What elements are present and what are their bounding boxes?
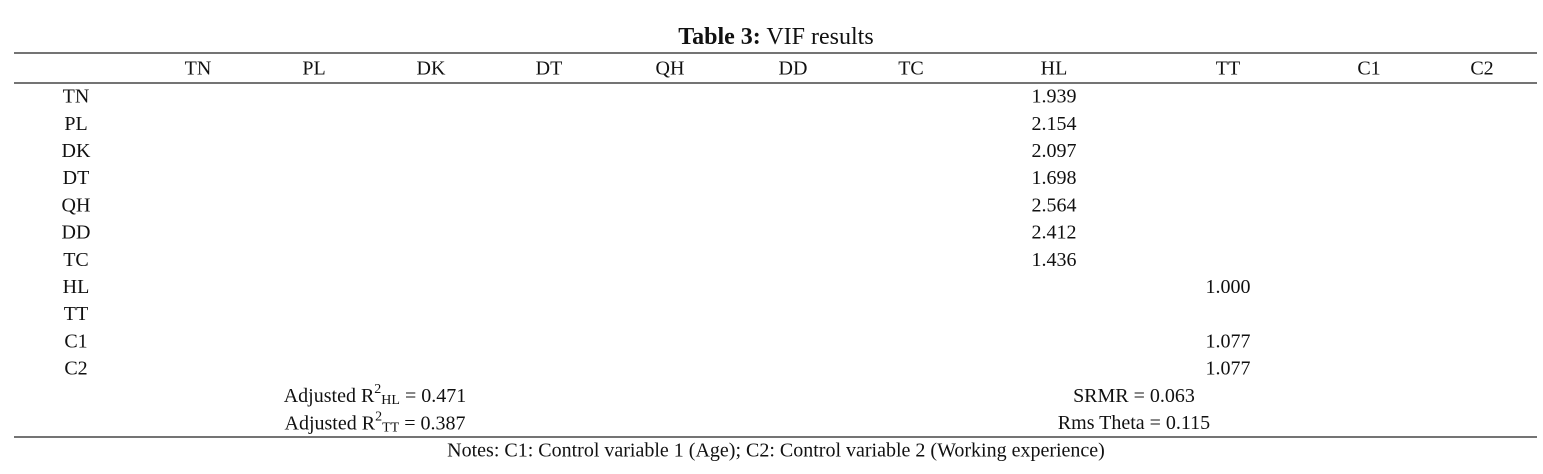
fit-rest: = 0.471: [400, 385, 466, 407]
column-header: DD: [779, 58, 808, 80]
row-label: QH: [62, 194, 91, 216]
column-header: C2: [1470, 58, 1493, 80]
column-header: HL: [1041, 58, 1068, 80]
row-label: PL: [64, 113, 87, 135]
fit-sub: TT: [382, 421, 400, 436]
notes: Notes: C1: Control variable 1 (Age); C2:…: [447, 440, 1105, 462]
cell-value: 1.698: [1032, 167, 1077, 189]
row-label: C1: [64, 330, 87, 352]
fit-left: Adjusted R2HL = 0.471: [284, 382, 467, 408]
column-header: TN: [185, 58, 212, 80]
fit-sup: 2: [374, 382, 381, 397]
column-header: DT: [536, 58, 563, 80]
cell-value: 2.097: [1032, 140, 1077, 162]
cell-value: 1.939: [1032, 86, 1077, 108]
fit-sup: 2: [375, 410, 382, 425]
cell-value: 2.412: [1032, 222, 1077, 244]
column-header: QH: [656, 58, 685, 80]
cell-value: 1.077: [1206, 330, 1251, 352]
cell-value: 1.000: [1206, 276, 1251, 298]
fit-text: Adjusted R: [284, 385, 375, 407]
fit-sub: HL: [381, 393, 400, 408]
row-label: DD: [62, 222, 91, 244]
cell-value: 2.154: [1032, 113, 1077, 135]
row-label: C2: [64, 358, 87, 380]
title-text: VIF results: [766, 24, 873, 50]
column-header: C1: [1357, 58, 1380, 80]
fit-left: Adjusted R2TT = 0.387: [285, 410, 466, 436]
row-label: HL: [63, 276, 90, 298]
row-label: DT: [63, 167, 90, 189]
fit-rest: = 0.387: [399, 412, 465, 434]
row-label: DK: [62, 140, 91, 162]
title-label: Table 3:: [678, 24, 760, 50]
column-header: TT: [1216, 58, 1240, 80]
cell-value: 1.436: [1032, 249, 1077, 271]
row-label: TT: [64, 303, 88, 325]
table-title: Table 3: VIF results: [678, 24, 873, 50]
column-header: TC: [898, 58, 924, 80]
cell-value: 2.564: [1032, 194, 1077, 216]
column-header: DK: [417, 58, 446, 80]
column-header: PL: [302, 58, 325, 80]
cell-value: 1.077: [1206, 358, 1251, 380]
row-label: TC: [63, 249, 89, 271]
row-label: TN: [63, 86, 90, 108]
fit-right: SRMR = 0.063: [1073, 385, 1195, 407]
fit-right: Rms Theta = 0.115: [1058, 412, 1210, 434]
fit-text: Adjusted R: [285, 412, 376, 434]
